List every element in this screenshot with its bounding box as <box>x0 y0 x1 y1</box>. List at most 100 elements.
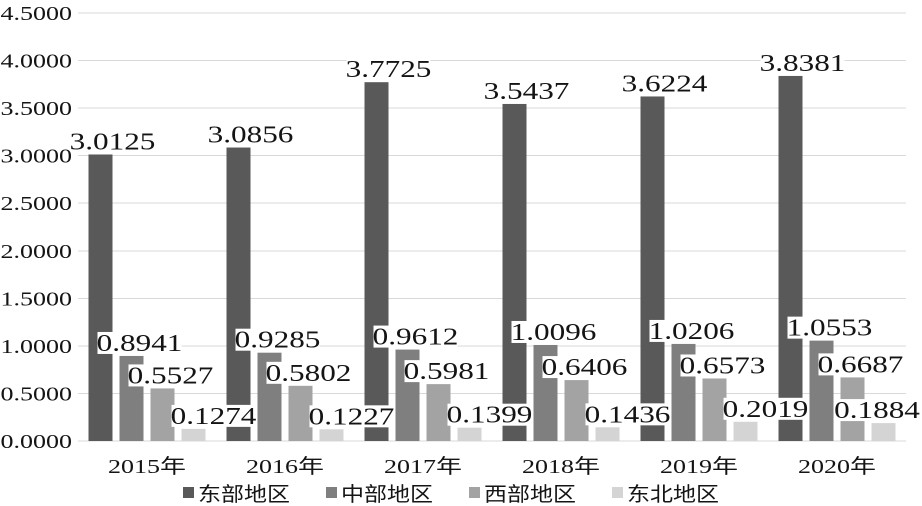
legend-swatch <box>183 487 194 498</box>
data-label-series-4-category-4: 0.1436 <box>585 402 671 429</box>
data-label-series-4-category-5: 0.2019 <box>723 396 809 423</box>
data-label: 1.0553 <box>787 315 873 342</box>
y-tick-label: 0.0000 <box>1 431 72 453</box>
bar-series-4-category-3 <box>457 427 482 441</box>
legend: 东部地区 中部地区 西部地区 东北地区 <box>183 483 719 506</box>
data-label: 0.5802 <box>266 360 352 387</box>
legend-swatch <box>469 487 480 498</box>
data-label-background <box>309 405 394 428</box>
bar-series-4-category-4 <box>595 427 620 441</box>
data-label: 0.1227 <box>309 404 395 431</box>
data-label: 0.5527 <box>128 363 214 390</box>
data-label-series-3-category-3: 0.5981 <box>404 358 490 385</box>
bar-series-1-category-3 <box>364 82 389 442</box>
data-label-series-2-category-3: 0.9612 <box>373 324 459 351</box>
data-label-series-2-category-1: 0.8941 <box>97 330 183 357</box>
bar-series-4-category-6 <box>871 423 896 441</box>
bar-series-3-category-3 <box>426 384 451 441</box>
data-label: 0.9612 <box>373 324 459 351</box>
gridlines <box>78 12 906 442</box>
data-label-series-1-category-5: 3.6224 <box>622 71 708 98</box>
data-label: 1.0096 <box>511 319 597 346</box>
bar-series-4-category-5 <box>733 421 758 441</box>
data-label-series-2-category-5: 1.0206 <box>649 318 735 345</box>
data-label-background <box>447 403 532 426</box>
data-label: 0.5981 <box>404 358 490 385</box>
data-label-background <box>97 331 182 354</box>
y-tick-label: 4.0000 <box>1 50 72 72</box>
data-label-series-1-category-6: 3.8381 <box>760 50 846 77</box>
legend-item: 中部地区 <box>326 483 433 506</box>
data-label: 0.8941 <box>97 330 183 357</box>
y-tick-label: 2.5000 <box>1 193 72 215</box>
data-label: 3.0856 <box>208 122 294 149</box>
data-label-background <box>235 328 320 351</box>
data-label-series-1-category-2: 3.0856 <box>208 122 294 149</box>
data-label: 0.1274 <box>171 403 257 430</box>
y-tick-label: 4.5000 <box>1 3 72 25</box>
data-label-series-4-category-3: 0.1399 <box>447 402 533 429</box>
data-label-background <box>484 79 569 102</box>
data-label-background <box>70 130 155 153</box>
legend-item: 西部地区 <box>469 483 576 506</box>
x-tick-label: 2018年 <box>522 456 600 478</box>
data-label-series-1-category-1: 3.0125 <box>70 129 156 156</box>
data-label-background <box>171 404 256 427</box>
y-tick-label: 3.5000 <box>1 98 72 120</box>
data-label-background <box>346 58 431 81</box>
data-label: 0.2019 <box>723 396 809 423</box>
legend-item: 东北地区 <box>612 483 719 506</box>
data-label: 1.0206 <box>649 318 735 345</box>
legend-label: 中部地区 <box>341 483 433 505</box>
data-label-background <box>680 354 765 377</box>
data-label-background <box>208 123 293 146</box>
data-label-background <box>373 325 458 348</box>
legend-label: 东部地区 <box>198 483 290 505</box>
y-axis-labels: 0.0000 0.5000 1.0000 1.5000 2.0000 2.5000 3.00… <box>1 3 72 453</box>
data-label-series-4-category-2: 0.1227 <box>309 404 395 431</box>
data-label-series-3-category-1: 0.5527 <box>128 363 214 390</box>
bar-series-4-category-1 <box>181 428 206 441</box>
y-tick-label: 1.5000 <box>1 288 72 310</box>
data-label: 0.6687 <box>818 352 904 379</box>
legend-swatch <box>326 487 337 498</box>
data-label-background <box>760 51 845 74</box>
bar-series-1-category-6 <box>778 75 803 442</box>
data-label-series-3-category-6: 0.6687 <box>818 352 904 379</box>
bar-series-3-category-2 <box>288 385 313 441</box>
data-label: 0.1436 <box>585 402 671 429</box>
bar-series-3-category-4 <box>564 380 589 441</box>
bar-series-1-category-2 <box>226 147 251 442</box>
data-label-series-2-category-6: 1.0553 <box>787 315 873 342</box>
y-tick-label: 1.0000 <box>1 336 72 358</box>
data-label: 3.7725 <box>346 56 432 83</box>
data-label-series-3-category-2: 0.5802 <box>266 360 352 387</box>
x-tick-label: 2020年 <box>798 456 876 478</box>
data-label-series-3-category-4: 0.6406 <box>542 354 628 381</box>
legend-label: 西部地区 <box>484 483 576 505</box>
data-label: 0.6406 <box>542 354 628 381</box>
data-label-background <box>511 320 596 343</box>
x-axis-labels: 2015年 2016年 2017年 2018年 2019年 2020年 <box>108 456 876 478</box>
x-tick-label: 2016年 <box>246 456 324 478</box>
data-label-background <box>622 72 707 95</box>
bar-series-3-category-1 <box>150 388 175 441</box>
data-label-background <box>404 360 489 383</box>
y-tick-label: 0.5000 <box>1 383 72 405</box>
bar-series-1-category-1 <box>88 154 113 441</box>
data-label-series-4-category-6: 0.1884 <box>834 397 920 424</box>
data-label: 0.1399 <box>447 402 533 429</box>
data-label-series-3-category-5: 0.6573 <box>680 353 766 380</box>
data-label: 3.8381 <box>760 50 846 77</box>
data-label: 0.1884 <box>834 397 920 424</box>
data-labels: 3.0125 0.8941 0.5527 0.1274 3.0856 0.9285 0.58… <box>70 50 920 430</box>
data-label-background <box>723 397 808 420</box>
data-label-background <box>542 356 627 379</box>
data-label-series-1-category-4: 3.5437 <box>484 78 570 105</box>
x-tick-label: 2015年 <box>108 456 186 478</box>
bar-series-3-category-5 <box>702 378 727 441</box>
data-label-background <box>266 361 351 384</box>
legend-swatch <box>612 487 623 498</box>
data-label-background <box>818 353 903 376</box>
data-label-background <box>787 316 872 339</box>
